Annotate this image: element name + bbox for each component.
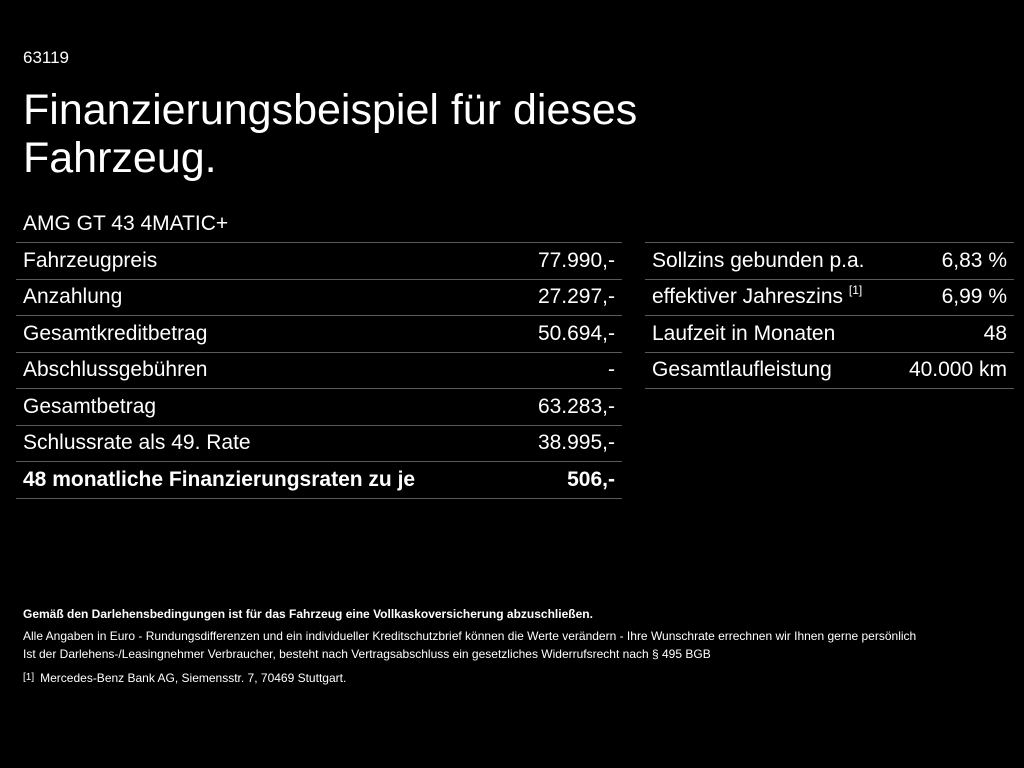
row-value: 6,83 % bbox=[891, 242, 1014, 280]
disclaimer-line: Alle Angaben in Euro - Rundungsdifferenz… bbox=[23, 628, 917, 643]
vehicle-model: AMG GT 43 4MATIC+ bbox=[23, 212, 229, 235]
insurance-note: Gemäß den Darlehensbedingungen ist für d… bbox=[23, 607, 593, 621]
monthly-rate-label: 48 monatliche Finanzierungsraten zu je bbox=[16, 461, 511, 499]
row-value: 48 bbox=[891, 315, 1014, 353]
footnote-marker: [1] bbox=[23, 671, 35, 683]
row-label: Laufzeit in Monaten bbox=[645, 315, 892, 353]
withdrawal-note: Ist der Darlehens-/Leasingnehmer Verbrau… bbox=[23, 647, 711, 661]
term-label: Laufzeit in Monaten bbox=[652, 321, 836, 345]
row-label: Schlussrate als 49. Rate bbox=[16, 424, 511, 462]
row-label: Fahrzeugpreis bbox=[16, 242, 511, 280]
row-value: 50.694,- bbox=[511, 315, 622, 353]
row-label: Abschlussgebühren bbox=[16, 351, 511, 389]
table-row: Abschlussgebühren - bbox=[16, 351, 622, 389]
row-value: - bbox=[511, 351, 622, 389]
table-row: Schlussrate als 49. Rate 38.995,- bbox=[16, 424, 622, 462]
table-row: Sollzins gebunden p.a. 6,83 % bbox=[645, 242, 1014, 280]
row-label: Anzahlung bbox=[16, 278, 511, 316]
table-row: Laufzeit in Monaten 48 bbox=[645, 315, 1014, 353]
row-value: 38.995,- bbox=[511, 424, 622, 462]
term-label: Gesamtlaufleistung bbox=[652, 358, 832, 382]
row-label: effektiver Jahreszins [1] bbox=[645, 278, 892, 316]
table-row: Gesamtbetrag 63.283,- bbox=[16, 388, 622, 426]
table-row: Anzahlung 27.297,- bbox=[16, 278, 622, 316]
page-title: Finanzierungsbeispiel für dieses Fahrzeu… bbox=[23, 86, 638, 182]
row-label: Sollzins gebunden p.a. bbox=[645, 242, 892, 280]
row-value: 77.990,- bbox=[511, 242, 622, 280]
table-row: Gesamtkreditbetrag 50.694,- bbox=[16, 315, 622, 353]
monthly-rate-value: 506,- bbox=[511, 461, 622, 499]
offer-code: 63119 bbox=[23, 48, 70, 67]
row-label: Gesamtlaufleistung bbox=[645, 351, 892, 389]
row-value: 63.283,- bbox=[511, 388, 622, 426]
row-label: Gesamtkreditbetrag bbox=[16, 315, 511, 353]
row-value: 40.000 km bbox=[891, 351, 1014, 389]
table-row: Fahrzeugpreis 77.990,- bbox=[16, 242, 622, 280]
term-label: Sollzins gebunden p.a. bbox=[652, 248, 865, 272]
terms-table: Sollzins gebunden p.a. 6,83 % effektiver… bbox=[645, 242, 1014, 389]
monthly-rate-row: 48 monatliche Finanzierungsraten zu je 5… bbox=[16, 461, 622, 499]
footnote-reference: [1] bbox=[848, 283, 863, 298]
row-value: 6,99 % bbox=[891, 278, 1014, 316]
table-row: Gesamtlaufleistung 40.000 km bbox=[645, 351, 1014, 389]
row-label: Gesamtbetrag bbox=[16, 388, 511, 426]
financing-table: Fahrzeugpreis 77.990,- Anzahlung 27.297,… bbox=[16, 242, 622, 499]
footnotes: Gemäß den Darlehensbedingungen ist für d… bbox=[23, 605, 1013, 687]
footnote-source-text: Mercedes-Benz Bank AG, Siemensstr. 7, 70… bbox=[40, 670, 347, 685]
row-value: 27.297,- bbox=[511, 278, 622, 316]
table-row: effektiver Jahreszins [1] 6,99 % bbox=[645, 278, 1014, 316]
footnote-source: [1] Mercedes-Benz Bank AG, Siemensstr. 7,… bbox=[23, 669, 1013, 688]
term-label: effektiver Jahreszins bbox=[652, 285, 844, 309]
